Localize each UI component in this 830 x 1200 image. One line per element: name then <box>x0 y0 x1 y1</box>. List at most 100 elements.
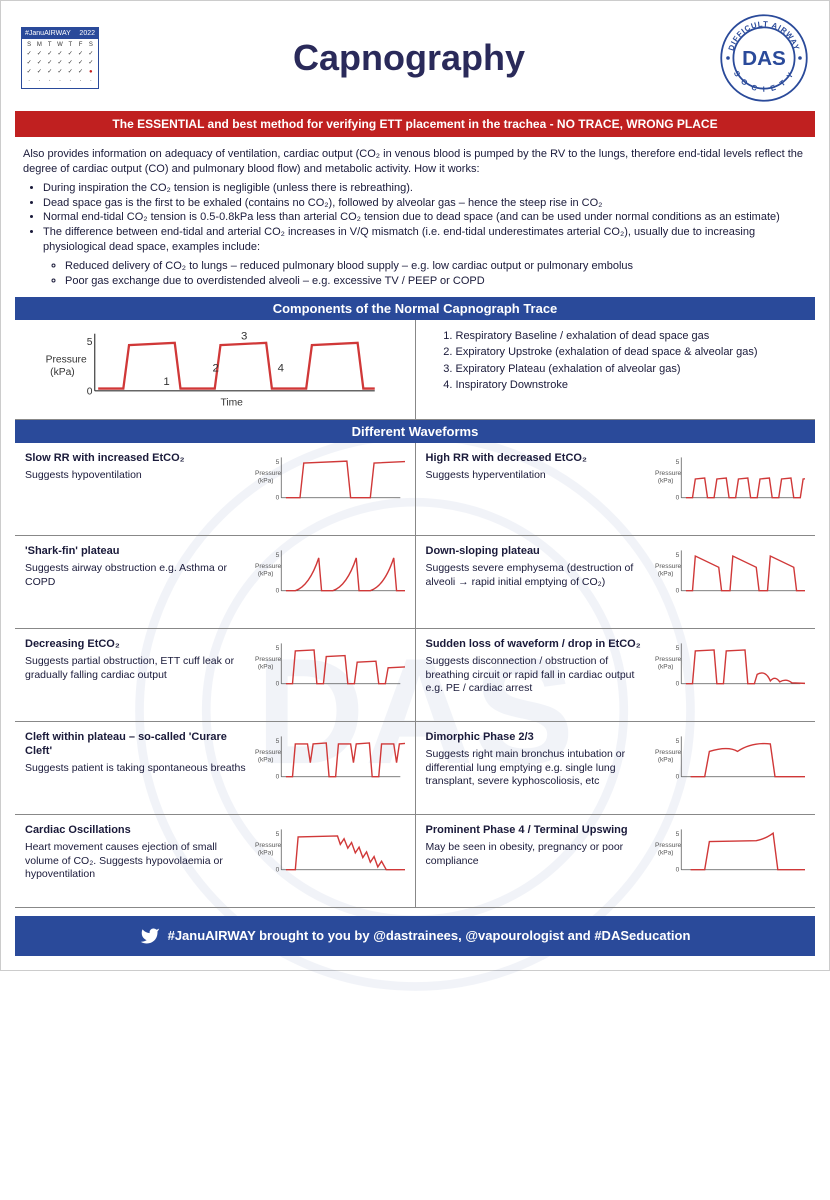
svg-text:5: 5 <box>275 552 279 559</box>
component-item: Expiratory Plateau (exhalation of alveol… <box>456 361 804 378</box>
waveform-desc: Suggests disconnection / obstruction of … <box>426 655 635 694</box>
waveform-desc: May be seen in obesity, pregnancy or poo… <box>426 841 624 867</box>
components-row: Pressure (kPa) 5 0 Time 1 2 3 4 Respirat… <box>15 320 815 420</box>
svg-text:0: 0 <box>275 494 279 501</box>
sub-bullet: Poor gas exchange due to overdistended a… <box>65 274 807 289</box>
waveform-cell: High RR with decreased EtCO₂ Suggests hy… <box>416 443 816 535</box>
svg-text:Pressure: Pressure <box>46 354 87 365</box>
intro-lead: Also provides information on adequacy of… <box>23 148 803 175</box>
waveform-cell: Decreasing EtCO₂ Suggests partial obstru… <box>15 629 416 721</box>
svg-text:0: 0 <box>676 494 680 501</box>
svg-text:Pressure: Pressure <box>655 656 682 663</box>
svg-text:S O C I E T Y: S O C I E T Y <box>732 69 796 94</box>
svg-text:Pressure: Pressure <box>255 563 282 570</box>
svg-text:0: 0 <box>275 587 279 594</box>
waveform-desc: Suggests partial obstruction, ETT cuff l… <box>25 655 234 681</box>
calendar-hashtag: #JanuAIRWAY <box>25 30 71 37</box>
footer-text: #JanuAIRWAY brought to you by @dastraine… <box>168 928 691 943</box>
waveform-text: Decreasing EtCO₂ Suggests partial obstru… <box>25 637 255 713</box>
waveform-cell: Cardiac Oscillations Heart movement caus… <box>15 815 416 907</box>
waveform-title: Cleft within plateau – so-called 'Curare… <box>25 730 249 759</box>
component-item: Expiratory Upstroke (exhalation of dead … <box>456 344 804 361</box>
svg-text:Pressure: Pressure <box>655 749 682 756</box>
waveform-cell: Prominent Phase 4 / Terminal Upswing May… <box>416 815 816 907</box>
svg-text:(kPa): (kPa) <box>658 849 674 856</box>
svg-text:Pressure: Pressure <box>255 656 282 663</box>
waveform-row: 'Shark-fin' plateau Suggests airway obst… <box>15 536 815 629</box>
component-item: Inspiratory Downstroke <box>456 377 804 394</box>
svg-text:(kPa): (kPa) <box>257 849 273 856</box>
waveform-row: Decreasing EtCO₂ Suggests partial obstru… <box>15 629 815 722</box>
svg-text:0: 0 <box>87 386 93 397</box>
svg-text:0: 0 <box>676 680 680 687</box>
svg-text:Time: Time <box>220 397 243 407</box>
waveform-chart: Pressure (kPa) 5 0 <box>255 544 405 620</box>
sub-bullet: Reduced delivery of CO₂ to lungs – reduc… <box>65 259 807 274</box>
waveform-text: Cleft within plateau – so-called 'Curare… <box>25 730 255 806</box>
waveform-title: Slow RR with increased EtCO₂ <box>25 451 249 465</box>
waveform-chart: Pressure (kPa) 5 0 <box>655 637 805 713</box>
waveform-desc: Suggests right main bronchus intubation … <box>426 748 626 787</box>
page-container: DAS #JanuAIRWAY 2022 SMTWTFS ✓✓✓✓✓✓✓ ✓✓✓… <box>0 0 830 971</box>
waveform-chart: Pressure (kPa) 5 0 <box>255 823 405 899</box>
svg-text:Pressure: Pressure <box>255 749 282 756</box>
waveform-text: Cardiac Oscillations Heart movement caus… <box>25 823 255 899</box>
calendar-grid: SMTWTFS ✓✓✓✓✓✓✓ ✓✓✓✓✓✓✓ ✓✓✓✓✓✓● ······· <box>22 39 98 88</box>
waveform-desc: Heart movement causes ejection of small … <box>25 841 223 880</box>
twitter-icon <box>140 926 160 946</box>
waveform-cell: Cleft within plateau – so-called 'Curare… <box>15 722 416 814</box>
svg-text:0: 0 <box>676 866 680 873</box>
svg-text:(kPa): (kPa) <box>257 477 273 484</box>
das-logo: DIFFICULT AIRWAY S O C I E T Y DAS <box>719 13 809 103</box>
svg-text:4: 4 <box>278 362 285 374</box>
svg-text:Pressure: Pressure <box>255 470 282 477</box>
waveform-desc: Suggests hyperventilation <box>426 469 546 481</box>
svg-text:Pressure: Pressure <box>655 563 682 570</box>
waveform-row: Slow RR with increased EtCO₂ Suggests hy… <box>15 443 815 536</box>
svg-text:5: 5 <box>275 738 279 745</box>
waveform-cell: Sudden loss of waveform / drop in EtCO₂ … <box>416 629 816 721</box>
svg-text:3: 3 <box>241 330 247 342</box>
waveform-chart: Pressure (kPa) 5 0 <box>655 730 805 806</box>
waveform-cell: Slow RR with increased EtCO₂ Suggests hy… <box>15 443 416 535</box>
svg-text:(kPa): (kPa) <box>658 756 674 763</box>
svg-text:(kPa): (kPa) <box>658 477 674 484</box>
waveform-text: Slow RR with increased EtCO₂ Suggests hy… <box>25 451 255 527</box>
components-header: Components of the Normal Capnograph Trac… <box>15 297 815 320</box>
bullet: During inspiration the CO₂ tension is ne… <box>43 181 807 196</box>
waveform-desc: Suggests severe emphysema (destruction o… <box>426 562 634 588</box>
waveform-cell: 'Shark-fin' plateau Suggests airway obst… <box>15 536 416 628</box>
svg-text:5: 5 <box>676 552 680 559</box>
svg-text:5: 5 <box>676 645 680 652</box>
waveform-chart: Pressure (kPa) 5 0 <box>655 823 805 899</box>
svg-text:Pressure: Pressure <box>655 470 682 477</box>
svg-text:0: 0 <box>275 866 279 873</box>
waveform-cell: Down-sloping plateau Suggests severe emp… <box>416 536 816 628</box>
svg-text:DAS: DAS <box>742 47 786 70</box>
waveform-chart: Pressure (kPa) 5 0 <box>255 730 405 806</box>
components-list: Respiratory Baseline / exhalation of dea… <box>416 320 816 419</box>
svg-text:0: 0 <box>676 773 680 780</box>
calendar-year: 2022 <box>79 30 95 37</box>
svg-text:(kPa): (kPa) <box>257 756 273 763</box>
essential-banner: The ESSENTIAL and best method for verify… <box>15 111 815 137</box>
waveform-chart: Pressure (kPa) 5 0 <box>655 451 805 527</box>
svg-text:Pressure: Pressure <box>655 842 682 849</box>
bullet: Dead space gas is the first to be exhale… <box>43 196 807 211</box>
svg-text:5: 5 <box>676 459 680 466</box>
svg-text:5: 5 <box>676 831 680 838</box>
svg-text:(kPa): (kPa) <box>257 570 273 577</box>
svg-text:(kPa): (kPa) <box>50 366 75 377</box>
waveform-title: Cardiac Oscillations <box>25 823 249 837</box>
page-footer: #JanuAIRWAY brought to you by @dastraine… <box>15 916 815 956</box>
waveform-chart: Pressure (kPa) 5 0 <box>655 544 805 620</box>
svg-text:0: 0 <box>676 587 680 594</box>
bullet: Normal end-tidal CO₂ tension is 0.5-0.8k… <box>43 210 807 225</box>
waveform-chart: Pressure (kPa) 5 0 <box>255 637 405 713</box>
intro-text: Also provides information on adequacy of… <box>1 137 829 297</box>
waveform-text: Dimorphic Phase 2/3 Suggests right main … <box>426 730 656 806</box>
waveform-title: Sudden loss of waveform / drop in EtCO₂ <box>426 637 650 651</box>
bullet: The difference between end-tidal and art… <box>43 225 807 288</box>
svg-text:5: 5 <box>275 645 279 652</box>
waveform-title: Down-sloping plateau <box>426 544 650 558</box>
